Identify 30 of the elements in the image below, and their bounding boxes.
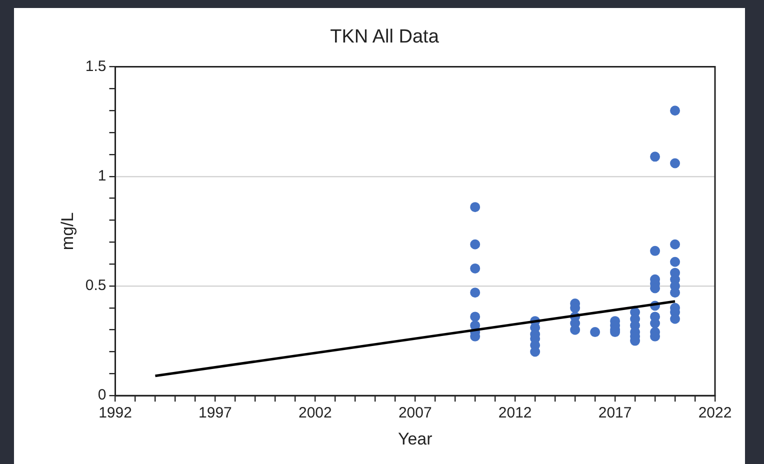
point xyxy=(470,288,480,298)
point xyxy=(470,263,480,274)
point xyxy=(570,324,580,335)
point xyxy=(530,346,540,357)
x-tick-label: 1997 xyxy=(198,404,232,422)
point xyxy=(670,158,680,168)
y-axis-title: mg/L xyxy=(58,212,77,250)
x-tick-label: 2017 xyxy=(598,404,632,422)
x-axis-title: Year xyxy=(398,429,433,448)
y-tick-label: 1 xyxy=(98,168,106,185)
x-tick-label: 1992 xyxy=(98,404,132,422)
point xyxy=(670,239,680,250)
chart-title: TKN All Data xyxy=(330,26,440,48)
point xyxy=(670,256,680,267)
point xyxy=(650,152,660,162)
y-tick-label: 0 xyxy=(98,386,106,404)
y-tick-label: 1.5 xyxy=(85,58,106,75)
x-tick-label: 2012 xyxy=(498,404,532,422)
x-tick-label: 2022 xyxy=(698,404,732,422)
point xyxy=(590,327,600,338)
point xyxy=(670,288,680,298)
point xyxy=(650,246,660,256)
point xyxy=(470,202,480,212)
point xyxy=(650,318,660,328)
y-tick-label: 0.5 xyxy=(85,277,106,294)
x-tick-label: 2007 xyxy=(398,404,432,422)
point xyxy=(470,312,480,322)
x-tick-label: 2002 xyxy=(298,404,332,422)
point xyxy=(670,106,680,116)
point xyxy=(470,239,480,250)
